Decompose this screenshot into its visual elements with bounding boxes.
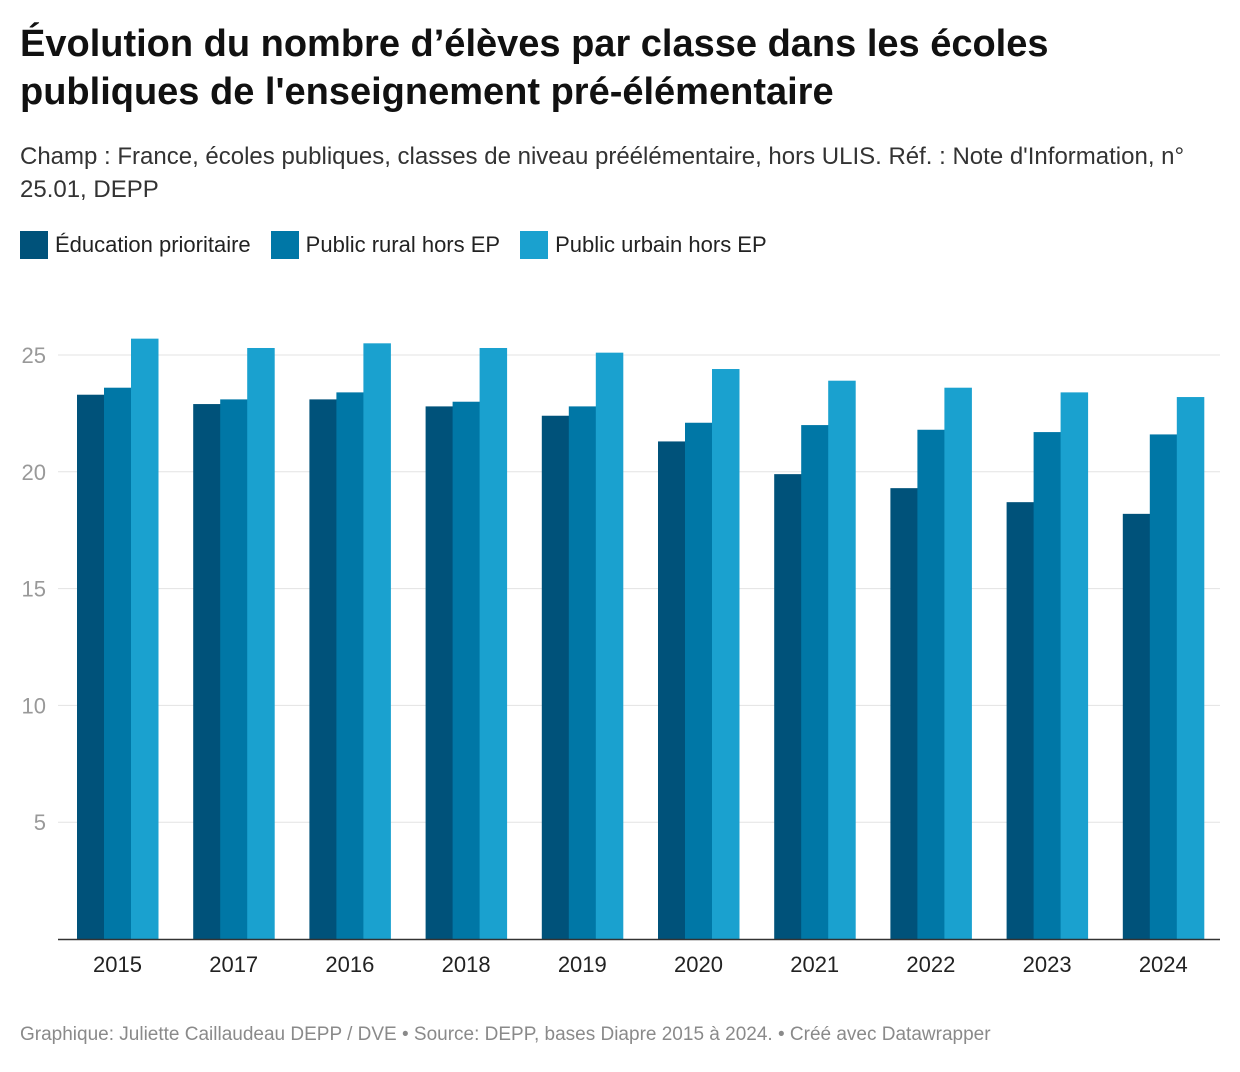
bar-chart: 5 10 15 20 25 2015 2017 2016 2018 2019 2020 2021 202…: [22, 338, 1220, 977]
bar-2022-series-3: [944, 387, 972, 940]
bar-2024-series-2: [1149, 434, 1178, 939]
x-tick-label-2015: 2015: [93, 952, 142, 977]
bar-2022-series-1: [890, 488, 918, 939]
bar-2021-series-1: [774, 474, 802, 939]
y-tick-label-10: 10: [22, 693, 46, 718]
bar-2015-series-1: [77, 394, 105, 939]
bar-2023-series-3: [1060, 392, 1089, 940]
legend-item-public-urbain: Public urbain hors EP: [520, 231, 767, 259]
x-tick-label-2021: 2021: [790, 952, 839, 977]
bar-2017-series-1: [193, 404, 221, 939]
bar-2023-series-2: [1033, 432, 1062, 939]
legend-label-public-urbain: Public urbain hors EP: [555, 232, 767, 257]
legend-item-public-rural: Public rural hors EP: [270, 231, 501, 259]
bar-2019-series-2: [568, 406, 597, 940]
bar-2016-series-1: [309, 399, 337, 939]
x-tick-label-2016: 2016: [325, 952, 374, 977]
bar-2019-series-3: [595, 352, 624, 939]
bar-2019-series-1: [541, 415, 570, 940]
chart-title: Évolution du nombre d’élèves par classe …: [20, 23, 1049, 113]
x-tick-label-2019: 2019: [558, 952, 607, 977]
bar-2018-series-3: [479, 347, 508, 939]
bar-2015-series-3: [131, 338, 159, 939]
bar-2016-series-3: [363, 343, 391, 939]
bar-2020-series-1: [658, 441, 686, 939]
bar-2021-series-2: [801, 425, 829, 939]
bar-2020-series-3: [712, 369, 740, 939]
legend-swatch-education-prioritaire: [20, 231, 48, 259]
bar-2020-series-2: [685, 422, 713, 939]
bar-2015-series-2: [104, 387, 132, 940]
legend: Éducation prioritaire Public rural hors …: [20, 228, 787, 262]
y-tick-label-20: 20: [22, 460, 46, 485]
bar-2022-series-2: [917, 429, 945, 939]
bar-2018-series-1: [425, 406, 454, 940]
bar-2018-series-2: [452, 401, 481, 940]
y-tick-label-25: 25: [22, 343, 46, 368]
x-tick-label-2023: 2023: [1023, 952, 1072, 977]
bar-2021-series-3: [828, 380, 856, 939]
legend-label-education-prioritaire: Éducation prioritaire: [55, 232, 251, 257]
bar-2023-series-1: [1006, 502, 1035, 939]
x-tick-label-2022: 2022: [906, 952, 955, 977]
y-tick-label-5: 5: [34, 810, 46, 835]
y-tick-label-15: 15: [22, 577, 46, 602]
legend-swatch-public-urbain: [520, 231, 549, 259]
legend-label-public-rural: Public rural hors EP: [305, 232, 501, 257]
bar-2024-series-3: [1176, 397, 1205, 940]
x-tick-label-2017: 2017: [209, 952, 258, 977]
legend-swatch-public-rural: [270, 231, 299, 259]
x-tick-label-2018: 2018: [442, 952, 491, 977]
bar-2016-series-2: [336, 392, 364, 940]
footer-credits: Graphique: Juliette Caillaudeau DEPP / D…: [20, 1024, 991, 1045]
bar-2017-series-2: [220, 399, 248, 939]
x-tick-label-2024: 2024: [1139, 952, 1188, 977]
bar-2017-series-3: [247, 347, 275, 939]
bar-2024-series-1: [1122, 513, 1151, 939]
chart-subtitle: Champ : France, écoles publiques, classe…: [20, 143, 1185, 203]
legend-item-education-prioritaire: Éducation prioritaire: [20, 231, 251, 259]
x-tick-label-2020: 2020: [674, 952, 723, 977]
